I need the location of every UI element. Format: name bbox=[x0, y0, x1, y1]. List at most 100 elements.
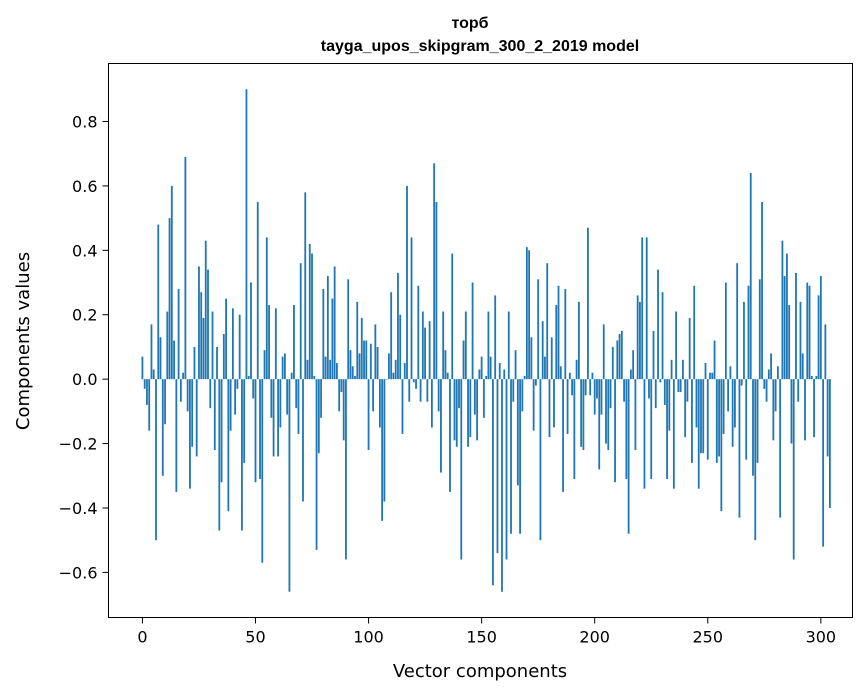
bar bbox=[489, 356, 492, 380]
bar bbox=[779, 379, 782, 518]
bar bbox=[745, 379, 748, 460]
bar bbox=[401, 379, 404, 434]
bar bbox=[584, 379, 587, 396]
bar bbox=[421, 311, 424, 380]
bar bbox=[740, 379, 743, 386]
bar bbox=[557, 285, 560, 380]
bar bbox=[568, 372, 571, 380]
bar bbox=[261, 379, 264, 563]
bar bbox=[804, 379, 806, 441]
bar bbox=[519, 379, 521, 534]
bar bbox=[376, 346, 379, 380]
bar bbox=[256, 202, 259, 380]
bar bbox=[299, 263, 302, 380]
bar bbox=[293, 305, 295, 380]
bar bbox=[143, 379, 146, 389]
bar bbox=[320, 379, 322, 418]
bar bbox=[338, 379, 341, 412]
bar bbox=[553, 379, 555, 428]
bar bbox=[146, 379, 148, 405]
bar bbox=[562, 379, 564, 492]
bar bbox=[406, 185, 408, 380]
bar bbox=[451, 253, 454, 380]
bar bbox=[374, 324, 377, 380]
bar bbox=[571, 379, 573, 396]
bar bbox=[283, 353, 286, 380]
bar bbox=[177, 288, 180, 380]
bar bbox=[390, 292, 393, 380]
bar bbox=[765, 379, 768, 402]
bar bbox=[464, 311, 467, 380]
bar bbox=[322, 288, 325, 380]
bar bbox=[537, 279, 540, 380]
bar bbox=[706, 379, 709, 460]
bar bbox=[609, 379, 612, 409]
x-tick-label: 100 bbox=[353, 628, 384, 647]
bar bbox=[274, 308, 277, 380]
bar bbox=[435, 202, 438, 380]
bar bbox=[605, 379, 607, 444]
bar bbox=[611, 346, 614, 380]
bar bbox=[157, 224, 160, 380]
bar bbox=[799, 301, 802, 380]
bar bbox=[433, 163, 436, 380]
bar bbox=[458, 379, 460, 409]
bar bbox=[281, 356, 284, 380]
bar bbox=[641, 237, 644, 380]
bar bbox=[503, 369, 506, 380]
bar bbox=[308, 243, 311, 380]
bar bbox=[164, 379, 166, 425]
bar bbox=[525, 247, 528, 380]
bar bbox=[652, 330, 655, 380]
bar bbox=[250, 282, 252, 380]
bar bbox=[304, 192, 307, 380]
bar bbox=[476, 379, 479, 441]
bar bbox=[478, 369, 481, 380]
bar bbox=[383, 379, 386, 502]
bar bbox=[356, 301, 359, 380]
bar bbox=[661, 292, 664, 380]
bar bbox=[234, 379, 237, 415]
bar bbox=[806, 282, 809, 380]
bar bbox=[514, 350, 517, 380]
bar bbox=[752, 379, 754, 476]
bar bbox=[763, 379, 766, 389]
bar bbox=[720, 379, 723, 512]
bar bbox=[229, 379, 232, 431]
y-tick-label: 0.4 bbox=[72, 241, 97, 260]
bar bbox=[688, 317, 691, 380]
bar bbox=[684, 379, 687, 438]
bar bbox=[191, 379, 194, 447]
bar bbox=[200, 292, 203, 380]
bar bbox=[430, 379, 433, 428]
bar bbox=[345, 379, 347, 560]
bar bbox=[693, 285, 696, 380]
bar bbox=[625, 379, 628, 479]
bar bbox=[620, 330, 623, 380]
bar bbox=[700, 379, 702, 454]
bar bbox=[819, 276, 822, 380]
bar bbox=[695, 379, 698, 428]
bar bbox=[446, 372, 449, 380]
bar bbox=[795, 272, 797, 380]
bar bbox=[315, 379, 318, 550]
bar bbox=[272, 379, 275, 457]
bar bbox=[329, 359, 332, 380]
bar bbox=[186, 379, 189, 412]
bar bbox=[306, 359, 309, 380]
bar bbox=[539, 379, 542, 541]
bar bbox=[213, 379, 216, 451]
bar bbox=[227, 379, 230, 512]
bar bbox=[175, 379, 178, 492]
bar bbox=[252, 379, 255, 399]
bar bbox=[195, 379, 198, 457]
bar bbox=[722, 379, 725, 434]
bar bbox=[265, 237, 268, 380]
bar bbox=[480, 356, 483, 380]
bar bbox=[324, 356, 327, 380]
bar bbox=[311, 253, 313, 380]
bar bbox=[675, 311, 678, 380]
bar bbox=[598, 379, 601, 470]
bar bbox=[216, 346, 218, 380]
